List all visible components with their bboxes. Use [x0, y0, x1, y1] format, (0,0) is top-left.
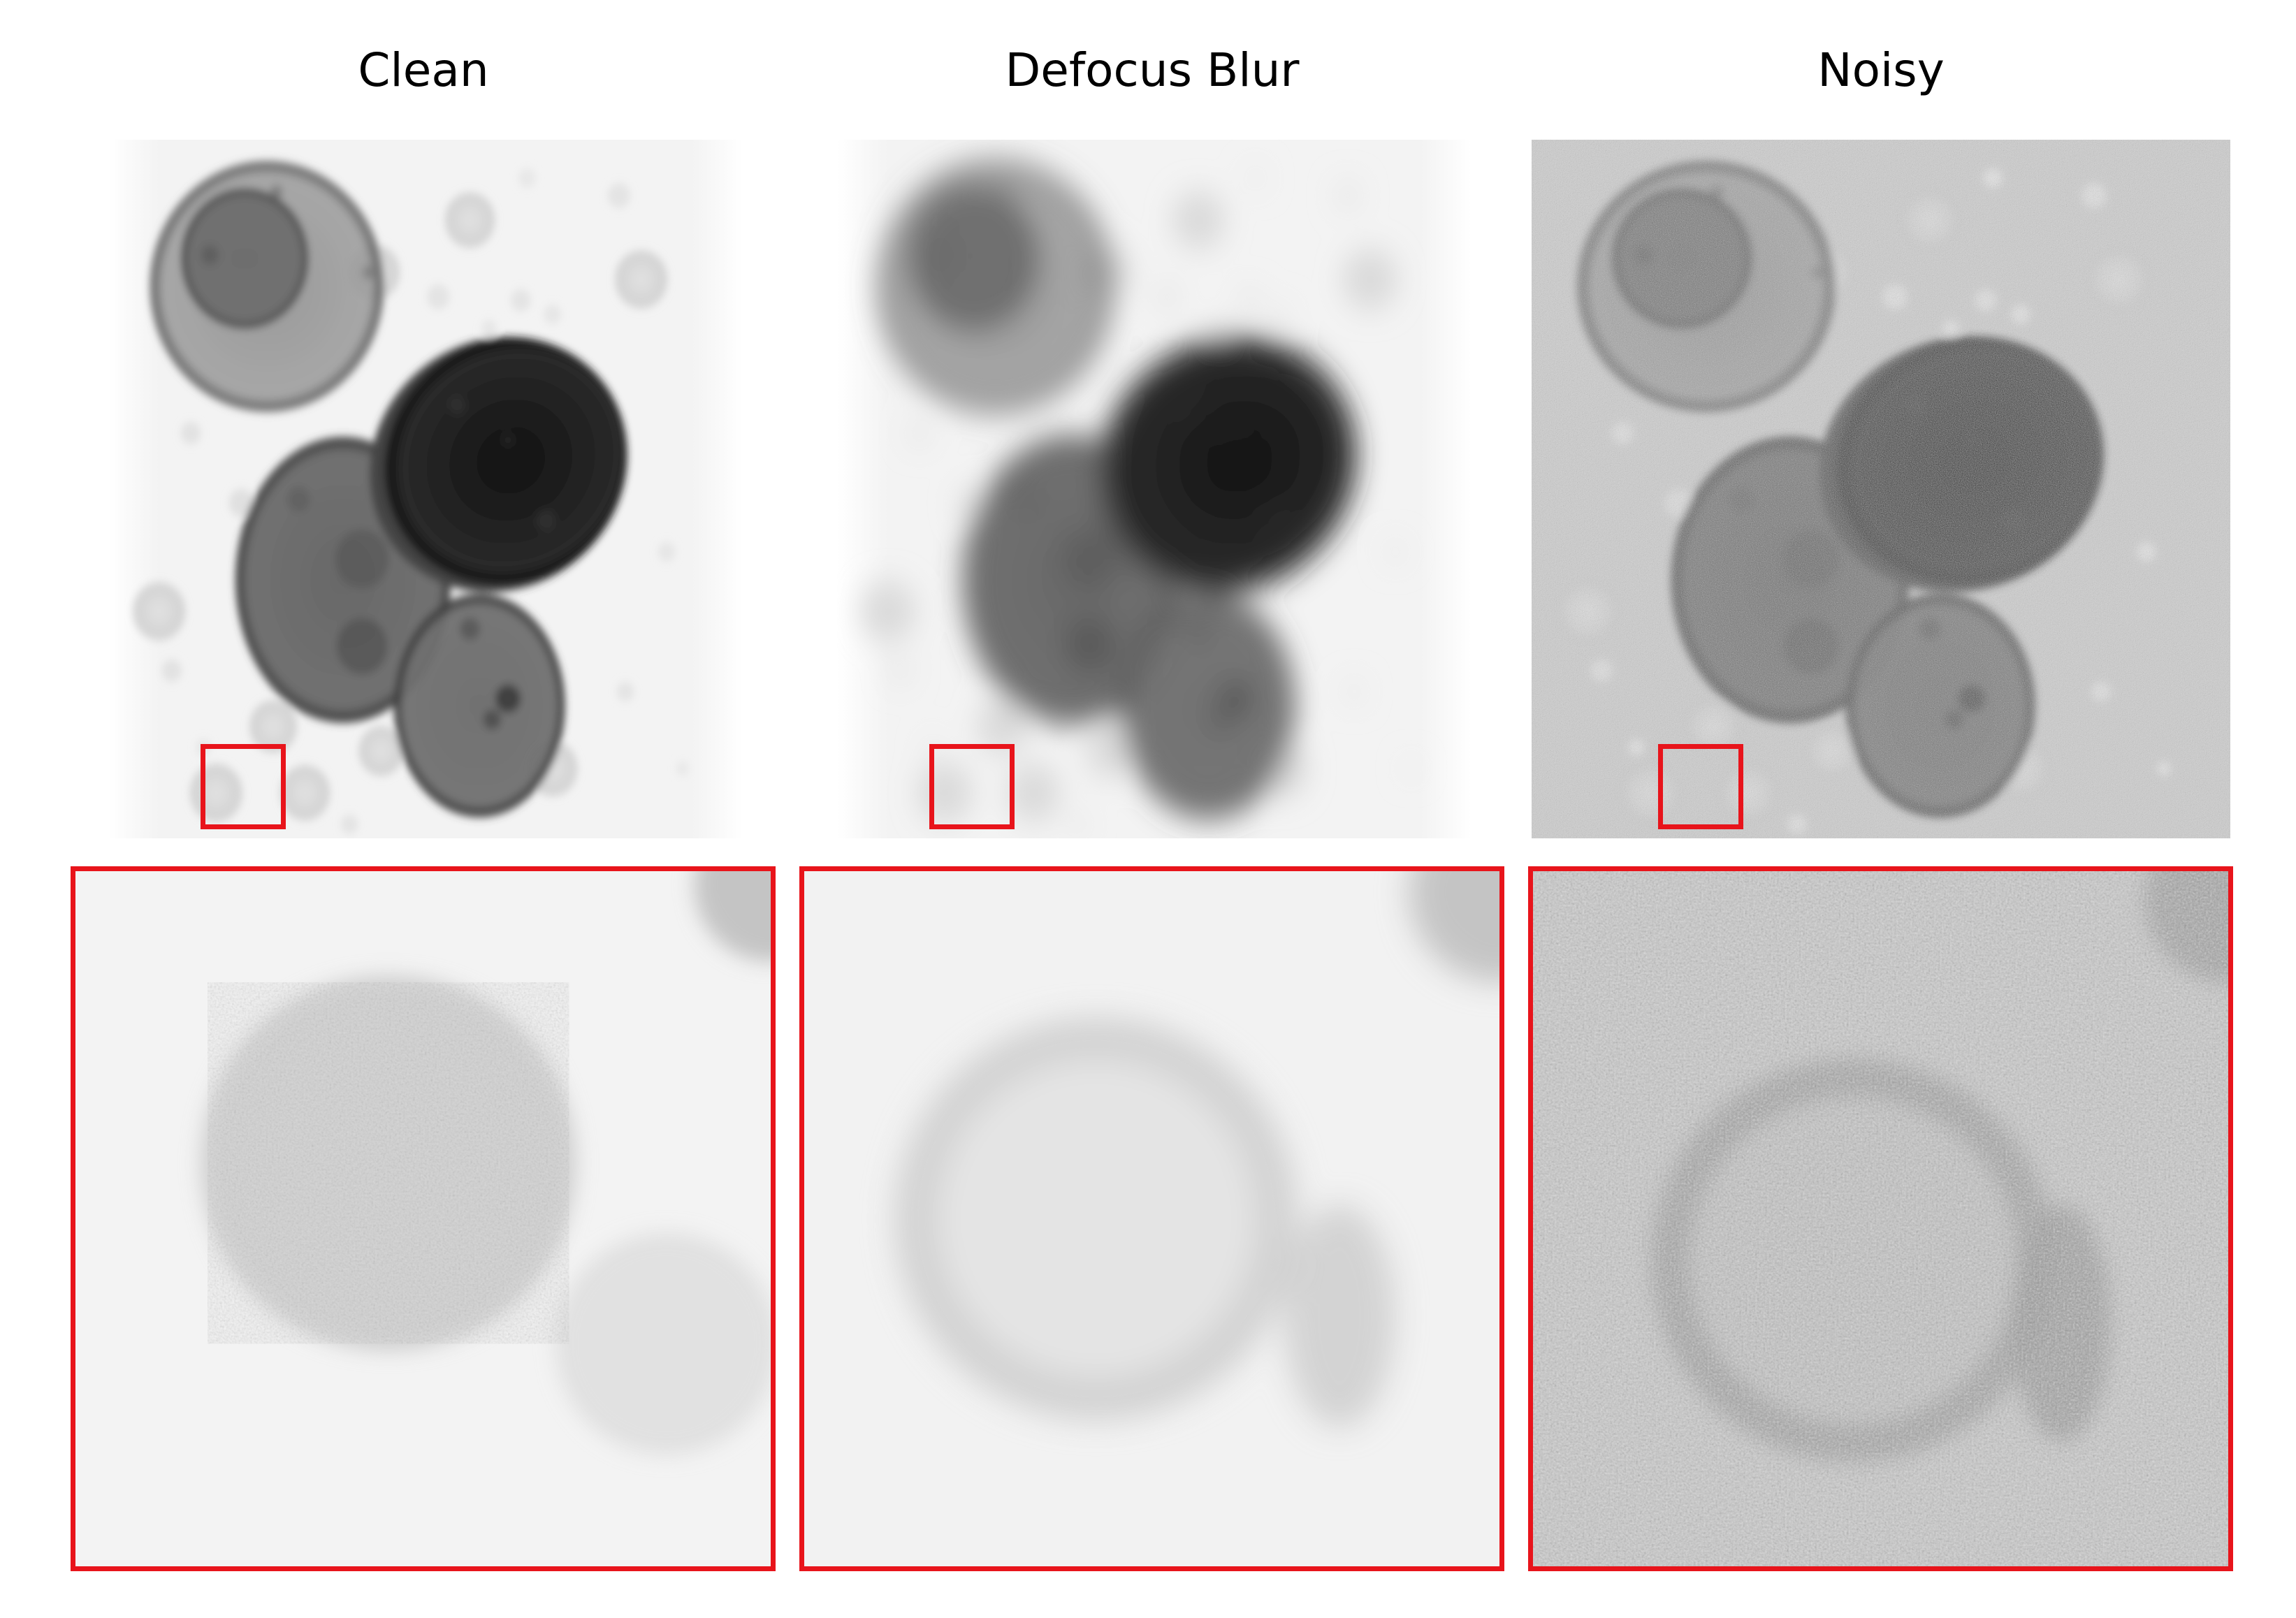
roi-box-noisy	[1658, 744, 1743, 829]
column-title-noisy: Noisy	[1817, 43, 1945, 97]
clean-zoom-crop	[71, 866, 776, 1571]
column-title-defocus: Defocus Blur	[1005, 43, 1300, 97]
noisy-micrograph	[1532, 140, 2230, 838]
clean-micrograph	[108, 140, 743, 838]
defocus-zoom-crop	[799, 866, 1504, 1571]
noisy-zoom-crop	[1528, 866, 2233, 1571]
defocus-micrograph	[837, 140, 1472, 838]
roi-box-defocus	[929, 744, 1015, 829]
roi-box-clean	[201, 744, 286, 829]
column-title-clean: Clean	[358, 43, 489, 97]
